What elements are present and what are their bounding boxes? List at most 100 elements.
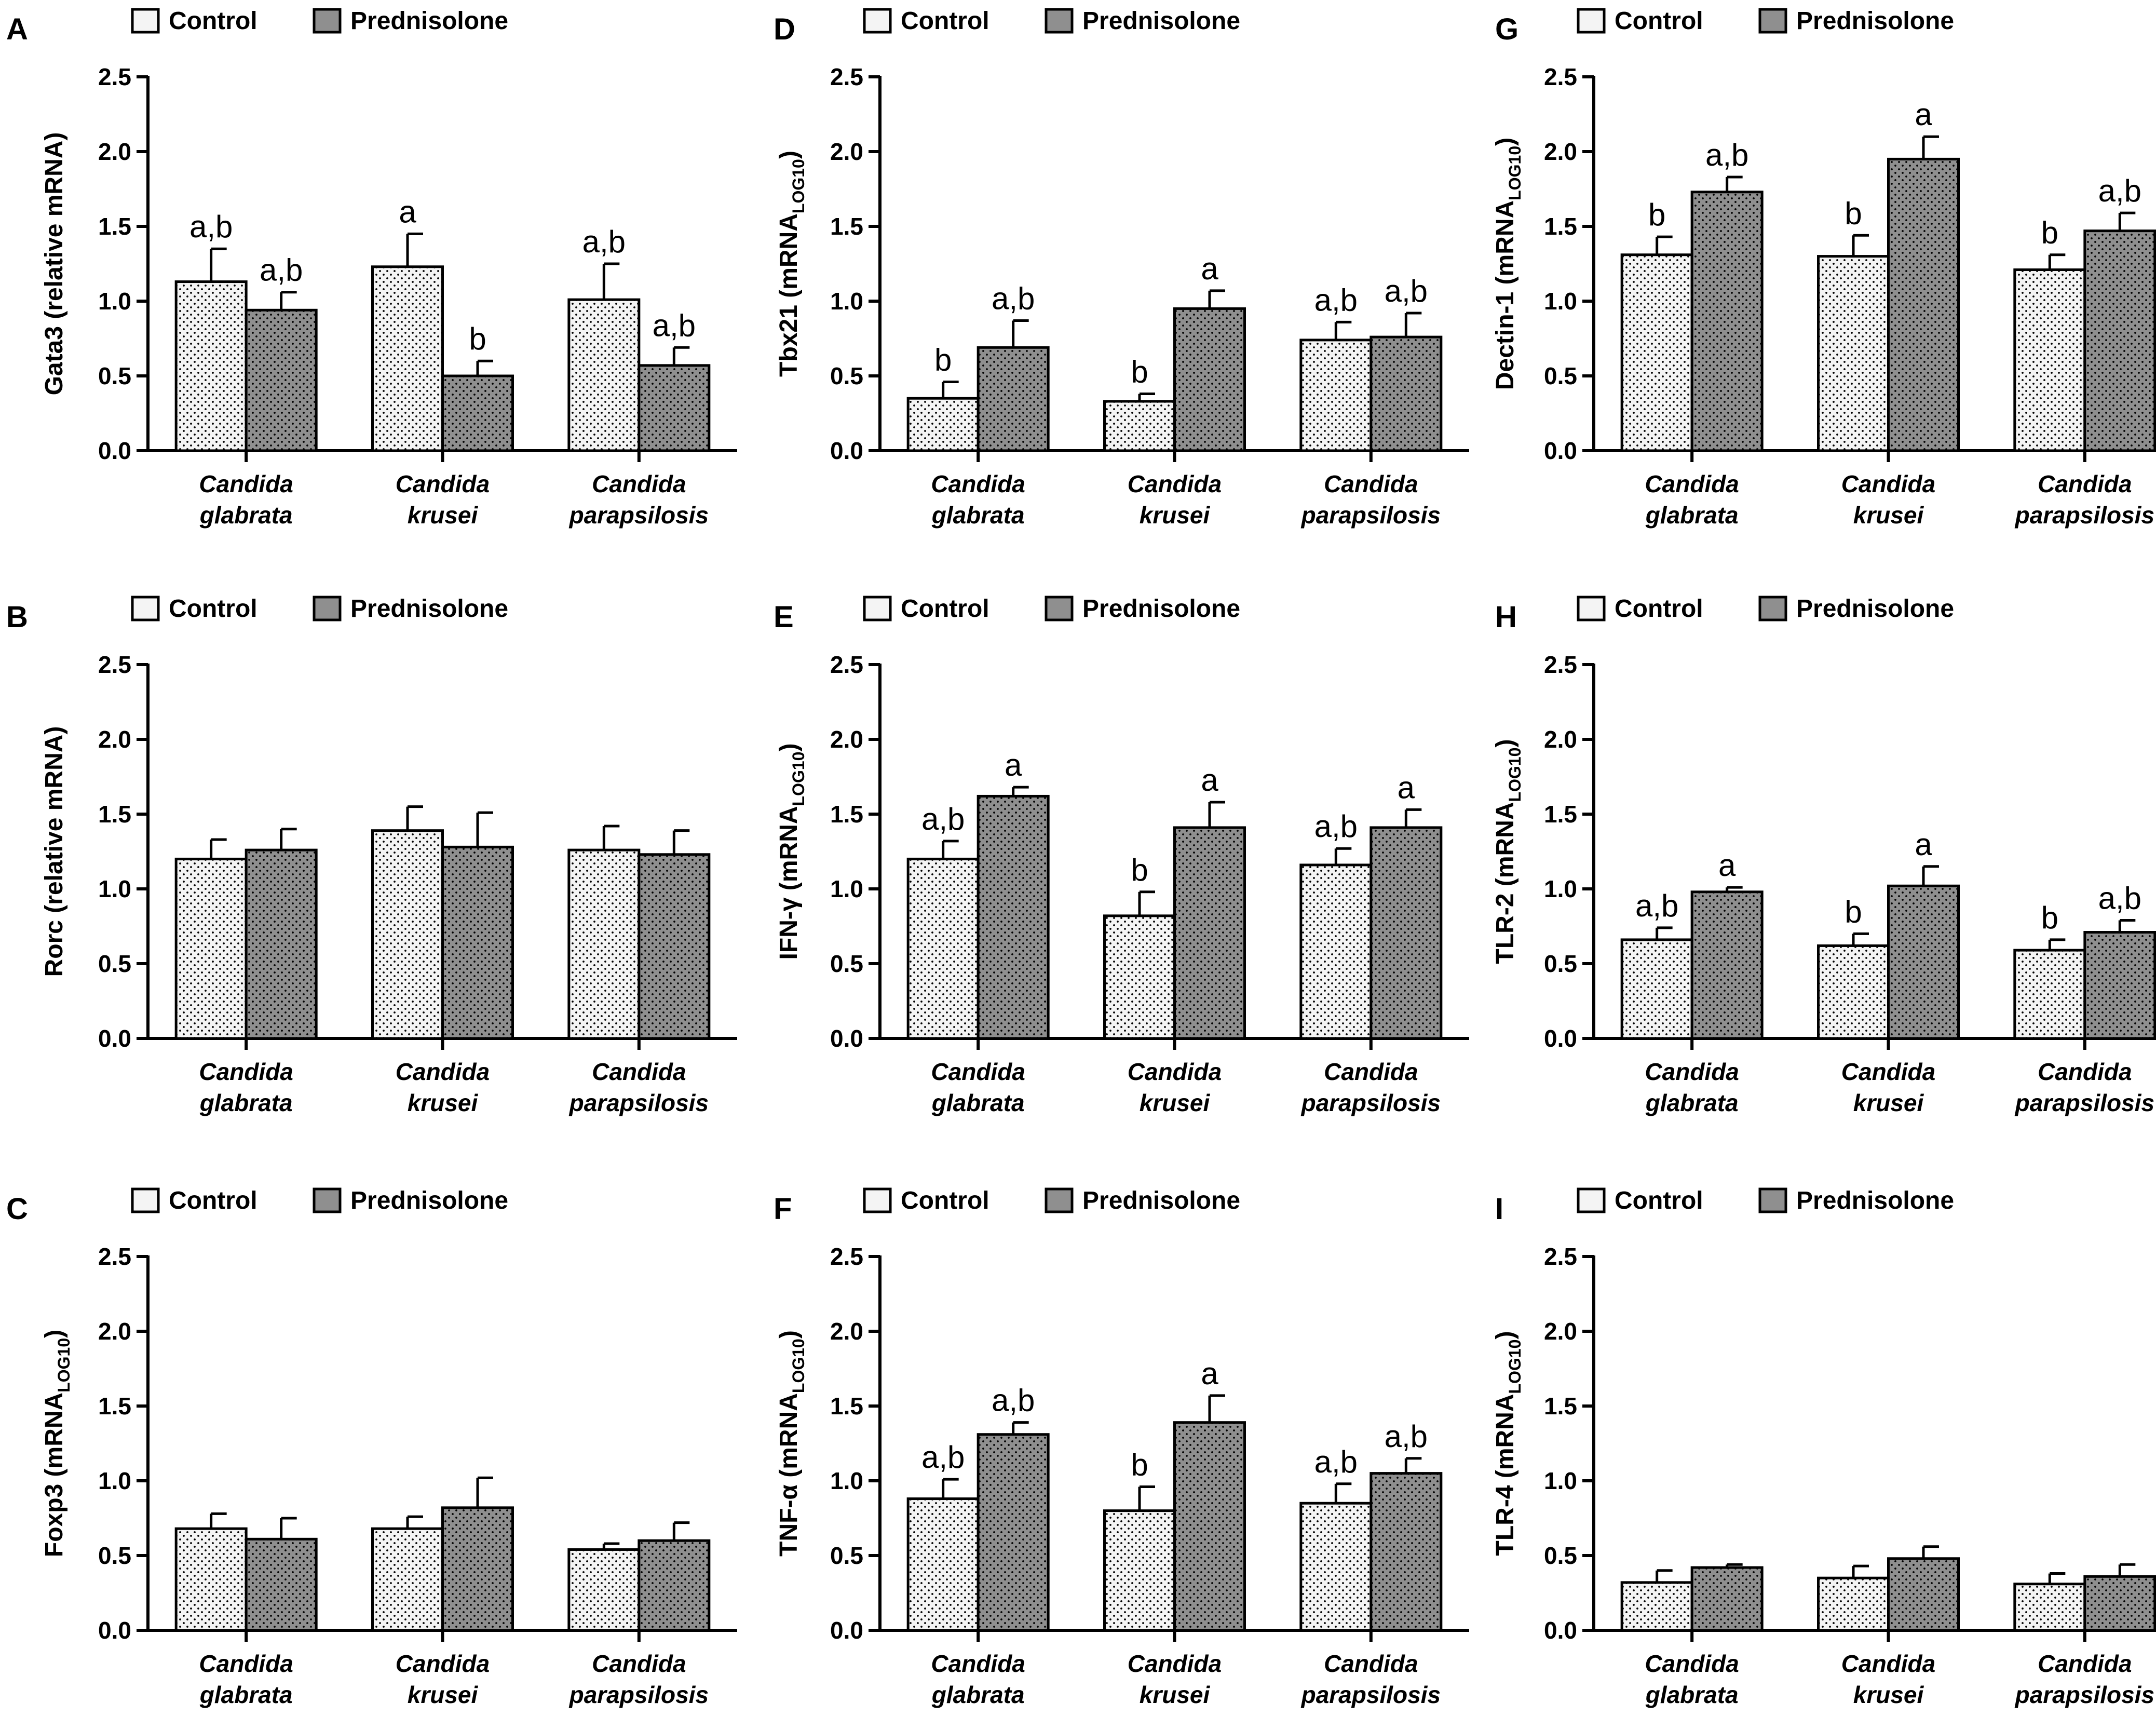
significance-label: b <box>1131 355 1148 389</box>
significance-label: a,b <box>992 281 1035 316</box>
y-tick-label: 2.0 <box>1544 138 1577 165</box>
category-label-genus: Candida <box>1128 1058 1222 1085</box>
y-tick-label: 1.5 <box>830 1393 863 1420</box>
significance-label: a <box>1201 251 1218 286</box>
category-label-species: parapsilosis <box>1300 502 1441 529</box>
significance-label: a,b <box>992 1383 1035 1418</box>
bar-control <box>371 265 444 452</box>
legend-swatch-prednisolone <box>1045 8 1074 34</box>
category-label-species: krusei <box>408 502 479 529</box>
y-tick-label: 2.5 <box>830 1243 863 1270</box>
significance-label: a,b <box>2098 173 2141 208</box>
y-tick-label: 2.5 <box>98 63 131 90</box>
significance-label: a,b <box>1314 282 1358 317</box>
category-label-genus: Candida <box>1128 1650 1222 1677</box>
panel-letter: A <box>6 12 28 46</box>
y-tick-label: 2.5 <box>98 651 131 678</box>
category-label-genus: Candida <box>1841 1058 1935 1085</box>
panel-letter: H <box>1495 600 1517 634</box>
significance-label: b <box>1845 196 1862 231</box>
y-tick-label: 2.5 <box>1544 63 1577 90</box>
legend-label-prednisolone: Prednisolone <box>350 1187 508 1214</box>
y-axis-label: TNF-α (mRNALOG10) <box>775 1330 808 1557</box>
category-label-species: krusei <box>1140 1681 1211 1708</box>
panel-letter: I <box>1495 1192 1503 1226</box>
legend-label-control: Control <box>1615 1187 1703 1214</box>
bar-prednisolone <box>245 308 318 452</box>
bar-control <box>1620 938 1693 1040</box>
category-label-genus: Candida <box>1324 1058 1418 1085</box>
bar-control <box>567 298 641 452</box>
y-tick-label: 2.0 <box>98 1318 131 1345</box>
legend-label-prednisolone: Prednisolone <box>1796 595 1954 623</box>
legend-swatch-control <box>131 596 160 621</box>
panel-letter: C <box>6 1192 28 1226</box>
category-label-species: glabrata <box>931 502 1025 529</box>
y-axis-label-tail: ) <box>1491 739 1519 748</box>
y-axis-label-tail: ) <box>775 1330 803 1339</box>
chart-panel-g: G Control Prednisolone Dectin-1 (mRNALOG10)… <box>1491 7 2156 529</box>
y-axis-label-main: IFN-γ (mRNA <box>775 806 803 960</box>
significance-label: a,b <box>1705 138 1748 172</box>
legend-swatch-control <box>1577 596 1606 621</box>
bar-prednisolone <box>638 1539 711 1632</box>
significance-label: a <box>1398 770 1415 805</box>
legend-label-prednisolone: Prednisolone <box>350 7 508 35</box>
legend-swatch-prednisolone <box>1758 596 1787 621</box>
bar-control <box>1299 863 1373 1040</box>
category-label-genus: Candida <box>1324 1650 1418 1677</box>
legend-label-prednisolone: Prednisolone <box>350 595 508 623</box>
legend-label-prednisolone: Prednisolone <box>1082 7 1240 35</box>
legend-swatch-control <box>1577 8 1606 34</box>
significance-label: a <box>1915 827 1932 862</box>
y-tick-label: 1.5 <box>1544 1393 1577 1420</box>
y-axis-label-tail: ) <box>1491 138 1519 146</box>
significance-label: a <box>1005 748 1022 782</box>
y-axis-label-subscript: LOG10 <box>1506 146 1524 200</box>
y-axis-label-subscript: LOG10 <box>1506 748 1524 802</box>
significance-label: b <box>1131 1448 1148 1482</box>
bar-control <box>2013 268 2086 452</box>
y-tick-label: 2.0 <box>830 138 863 165</box>
legend-label-prednisolone: Prednisolone <box>1796 1187 1954 1214</box>
bar-prednisolone <box>1887 157 1960 452</box>
bar-prednisolone <box>441 845 514 1040</box>
y-tick-label: 1.5 <box>1544 213 1577 240</box>
legend-label-control: Control <box>169 595 257 623</box>
y-axis-label: IFN-γ (mRNALOG10) <box>775 744 808 960</box>
panels-group: A Control Prednisolone Gata3 (relative mRNA… <box>6 7 2156 1708</box>
significance-label: a <box>1201 1356 1218 1391</box>
chart-panel-i: I Control Prednisolone TLR-4 (mRNALOG10) 0.0… <box>1491 1187 2156 1708</box>
chart-panel-a: A Control Prednisolone Gata3 (relative mRNA… <box>6 7 737 529</box>
y-tick-label: 1.0 <box>830 288 863 315</box>
y-axis-label: Dectin-1 (mRNALOG10) <box>1491 138 1524 390</box>
y-tick-label: 1.5 <box>98 801 131 828</box>
category-label-genus: Candida <box>396 470 490 497</box>
bar-control <box>2013 1583 2086 1632</box>
category-label-species: glabrata <box>1645 1681 1739 1708</box>
y-tick-label: 0.0 <box>1544 1617 1577 1644</box>
category-label-species: parapsilosis <box>2014 502 2154 529</box>
bar-control <box>1103 914 1176 1040</box>
y-tick-label: 0.5 <box>830 950 863 977</box>
y-tick-label: 1.0 <box>830 875 863 902</box>
y-tick-label: 1.5 <box>830 213 863 240</box>
y-tick-label: 1.0 <box>98 288 131 315</box>
bar-control <box>174 1527 248 1632</box>
category-label-species: krusei <box>408 1089 479 1116</box>
bar-prednisolone <box>1369 1472 1443 1632</box>
legend-label-prednisolone: Prednisolone <box>1796 7 1954 35</box>
legend-swatch-prednisolone <box>313 1187 342 1213</box>
y-axis-label-main: Foxp3 (mRNA <box>40 1393 68 1557</box>
bar-prednisolone <box>441 1506 514 1632</box>
panel-letter: F <box>774 1192 792 1226</box>
panel-letter: D <box>774 12 795 46</box>
significance-label: a <box>1201 763 1218 798</box>
chart-panel-b: B Control Prednisolone Rorc (relative mRNA)… <box>6 595 737 1116</box>
y-tick-label: 2.5 <box>1544 651 1577 678</box>
y-tick-label: 1.5 <box>830 801 863 828</box>
category-label-genus: Candida <box>592 1650 686 1677</box>
bar-prednisolone <box>1690 1566 1764 1632</box>
category-label-genus: Candida <box>199 1058 293 1085</box>
significance-label: b <box>1648 197 1665 232</box>
